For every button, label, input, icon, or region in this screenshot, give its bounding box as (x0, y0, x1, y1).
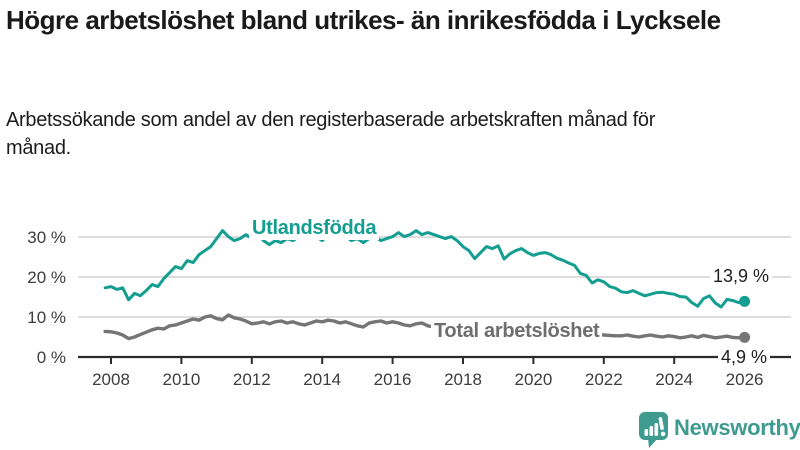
y-tick-label: 0 % (37, 348, 66, 367)
x-tick-label: 2008 (92, 370, 130, 389)
series-end-dot-utlandsfodda (739, 295, 751, 307)
x-tick-label: 2010 (162, 370, 200, 389)
y-tick-label: 10 % (27, 308, 66, 327)
page-title: Högre arbetslöshet bland utrikes- än inr… (6, 5, 721, 35)
x-tick-label: 2018 (444, 370, 482, 389)
newsworthy-bar-chart-icon (639, 412, 668, 448)
x-tick-label: 2024 (655, 370, 693, 389)
series-line-total (103, 313, 747, 341)
x-tick-label: 2020 (514, 370, 552, 389)
series-label-utlandsfodda: Utlandsfödda (249, 217, 380, 240)
x-tick-label: 2014 (303, 370, 341, 389)
end-value-label-utlandsfodda: 13,9 % (710, 266, 773, 287)
y-tick-label: 20 % (27, 268, 66, 287)
series-label-total-arbetsloshet: Total arbetslöshet (431, 320, 603, 343)
newsworthy-brand-name: Newsworthy (674, 415, 800, 440)
y-tick-label: 30 % (27, 228, 66, 247)
newsworthy-logo: Newsworthy (638, 411, 800, 448)
chart-subtitle: Arbetssökande som andel av den registerb… (6, 109, 656, 159)
x-tick-label: 2022 (585, 370, 623, 389)
end-value-label-total: 4,9 % (718, 347, 771, 368)
series-line-utlandsfodda (103, 229, 747, 309)
x-tick-label: 2016 (374, 370, 412, 389)
series-end-dot-total (739, 331, 751, 343)
x-tick-label: 2012 (233, 370, 271, 389)
x-tick-label: 2026 (726, 370, 764, 389)
